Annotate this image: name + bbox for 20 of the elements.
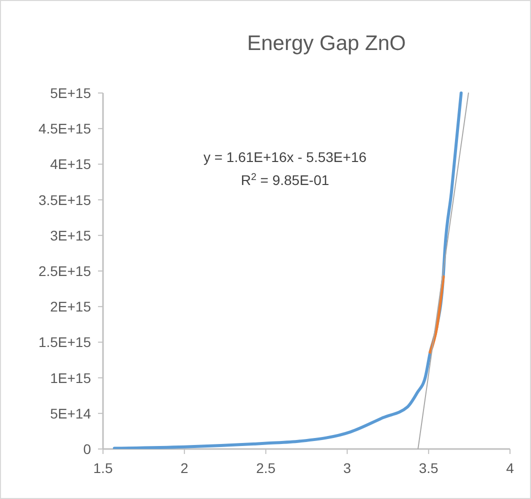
- x-tick-label: 1.5: [93, 460, 113, 476]
- chart-title: Energy Gap ZnO: [247, 32, 406, 55]
- y-tick-label: 5E+15: [50, 85, 92, 101]
- y-tick-label: 1.5E+15: [38, 334, 92, 350]
- x-tick-label: 3.5: [418, 460, 439, 476]
- y-tick-label: 2E+15: [50, 298, 92, 315]
- y-tick-label: 2.5E+15: [38, 263, 92, 279]
- annotation: y = 1.61E+16x - 5.53E+16: [203, 149, 367, 165]
- y-tick-label: 3E+15: [50, 227, 92, 244]
- x-tick-label: 3: [343, 460, 352, 476]
- y-tick-label: 5E+14: [50, 405, 92, 422]
- y-tick-label: 3.5E+15: [38, 192, 92, 208]
- x-tick-label: 4: [506, 460, 514, 476]
- y-tick-label: 0: [83, 441, 92, 457]
- y-tick-label: 4E+15: [50, 156, 92, 172]
- y-tick-label: 1E+15: [50, 370, 92, 386]
- y-tick-label: 4.5E+15: [38, 120, 92, 137]
- x-tick-label: 2.5: [256, 460, 276, 476]
- x-tick-label: 2: [180, 460, 188, 476]
- annotation: R$^{2}$ = 9.85E-01: [240, 172, 330, 188]
